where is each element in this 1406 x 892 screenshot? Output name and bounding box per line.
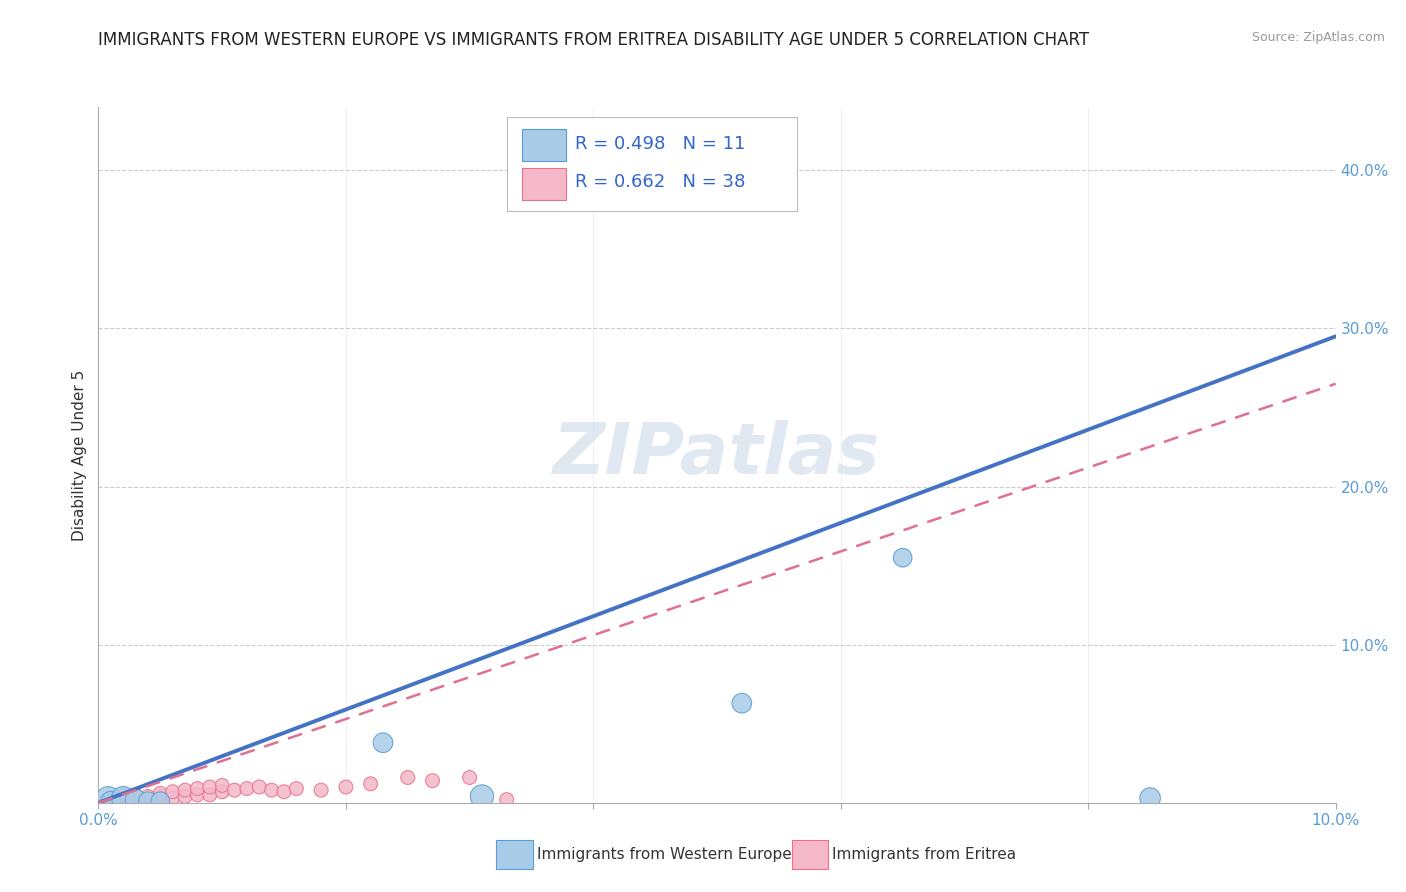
Point [335, 780, 357, 794]
Point [198, 780, 221, 794]
Point [112, 791, 135, 805]
Point [186, 788, 208, 802]
Point [124, 788, 146, 802]
Point [124, 794, 146, 808]
Point [422, 773, 444, 788]
Point [174, 783, 197, 797]
Point [162, 791, 184, 805]
Point [458, 771, 481, 785]
Point [100, 792, 122, 806]
Point [273, 785, 295, 799]
Point [731, 696, 754, 710]
Point [371, 736, 394, 750]
Point [100, 791, 122, 805]
Point [100, 794, 122, 808]
FancyBboxPatch shape [506, 118, 797, 211]
Point [93, 794, 115, 808]
Point [198, 788, 221, 802]
Point [174, 789, 197, 804]
Point [309, 783, 332, 797]
Point [247, 780, 270, 794]
Point [136, 792, 159, 806]
Text: R = 0.662   N = 38: R = 0.662 N = 38 [575, 173, 745, 191]
FancyBboxPatch shape [522, 129, 567, 161]
Point [112, 791, 135, 805]
Text: Source: ZipAtlas.com: Source: ZipAtlas.com [1251, 31, 1385, 45]
Point [396, 771, 419, 785]
Point [136, 794, 159, 808]
Point [124, 792, 146, 806]
Point [112, 788, 135, 802]
Y-axis label: Disability Age Under 5: Disability Age Under 5 [72, 369, 87, 541]
Point [211, 785, 233, 799]
Text: IMMIGRANTS FROM WESTERN EUROPE VS IMMIGRANTS FROM ERITREA DISABILITY AGE UNDER 5: IMMIGRANTS FROM WESTERN EUROPE VS IMMIGR… [98, 31, 1090, 49]
Point [100, 794, 122, 808]
Point [162, 785, 184, 799]
Point [495, 792, 517, 806]
Text: Immigrants from Western Europe: Immigrants from Western Europe [537, 847, 792, 862]
Point [260, 783, 283, 797]
Point [186, 781, 208, 796]
Point [285, 781, 308, 796]
Point [112, 794, 135, 808]
Point [224, 783, 246, 797]
Point [136, 789, 159, 804]
Point [236, 781, 259, 796]
Point [211, 778, 233, 792]
Point [124, 791, 146, 805]
Point [149, 786, 172, 800]
Point [97, 792, 120, 806]
Text: Immigrants from Eritrea: Immigrants from Eritrea [832, 847, 1017, 862]
Point [471, 789, 494, 804]
Point [360, 777, 382, 791]
Point [1139, 791, 1161, 805]
Point [149, 794, 172, 808]
Point [891, 550, 914, 565]
Point [149, 789, 172, 804]
Text: ZIPatlas: ZIPatlas [554, 420, 880, 490]
Point [149, 794, 172, 808]
FancyBboxPatch shape [522, 168, 567, 200]
Text: R = 0.498   N = 11: R = 0.498 N = 11 [575, 135, 745, 153]
